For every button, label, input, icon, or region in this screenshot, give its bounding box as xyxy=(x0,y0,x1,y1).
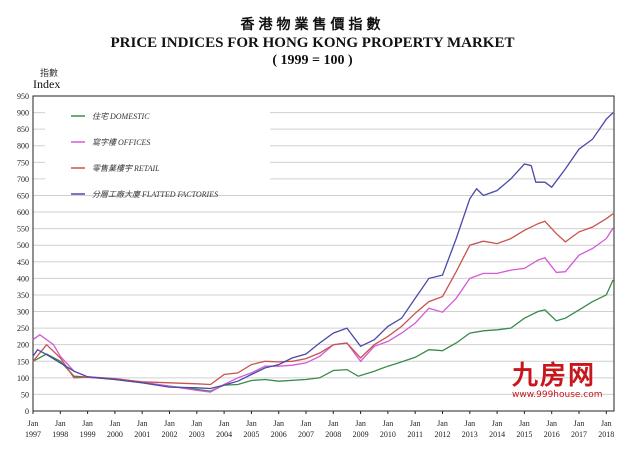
legend-label: 零售業樓宇 RETAIL xyxy=(92,164,160,173)
x-tick-prefix: Jan xyxy=(383,419,394,428)
x-tick-prefix: Jan xyxy=(355,419,366,428)
x-tick-label: 2006 xyxy=(271,430,287,439)
y-tick-label: 650 xyxy=(17,191,29,200)
y-tick-label: 50 xyxy=(21,390,29,399)
x-tick-label: 2000 xyxy=(107,430,123,439)
x-tick-label: 2009 xyxy=(353,430,369,439)
legend-label: 分層工廠大廈 FLATTED FACTORIES xyxy=(92,190,218,199)
y-tick-label: 500 xyxy=(17,241,29,250)
y-tick-label: 600 xyxy=(17,208,29,217)
plot-border xyxy=(32,95,615,412)
x-tick-prefix: Jan xyxy=(492,419,503,428)
x-tick-label: 2011 xyxy=(407,430,423,439)
x-tick-label: 1997 xyxy=(25,430,41,439)
x-tick-prefix: Jan xyxy=(519,419,530,428)
series-line-2 xyxy=(32,213,614,386)
y-tick-label: 900 xyxy=(17,109,29,118)
x-tick-label: 2004 xyxy=(216,430,232,439)
x-tick-prefix: Jan xyxy=(164,419,175,428)
x-tick-label: 1998 xyxy=(52,430,68,439)
x-tick-prefix: Jan xyxy=(437,419,448,428)
y-tick-label: 950 xyxy=(17,92,29,101)
chart-subtitle: ( 1999 = 100 ) xyxy=(272,53,353,68)
x-tick-label: 2005 xyxy=(243,430,259,439)
x-tick-prefix: Jan xyxy=(301,419,312,428)
chart-title-zh: 香港物業售價指數 xyxy=(240,18,385,33)
x-tick-label: 2013 xyxy=(462,430,478,439)
x-tick-label: 2017 xyxy=(571,430,587,439)
y-tick-label: 450 xyxy=(17,258,29,267)
y-tick-label: 100 xyxy=(17,374,29,383)
x-tick-prefix: Jan xyxy=(28,419,39,428)
watermark-url: www.999house.com xyxy=(512,390,603,400)
x-tick-prefix: Jan xyxy=(328,419,339,428)
x-tick-label: 2010 xyxy=(380,430,396,439)
watermark: 九房网 www.999house.com xyxy=(512,362,603,401)
y-tick-label: 300 xyxy=(17,308,29,317)
x-tick-prefix: Jan xyxy=(464,419,475,428)
y-tick-label: 0 xyxy=(25,407,29,416)
x-tick-label: 2002 xyxy=(162,430,178,439)
x-tick-label: 2003 xyxy=(189,430,205,439)
series-line-3 xyxy=(32,112,614,390)
x-tick-label: 2018 xyxy=(598,430,614,439)
x-tick-label: 2012 xyxy=(435,430,451,439)
x-tick-prefix: Jan xyxy=(273,419,284,428)
y-tick-label: 800 xyxy=(17,142,29,151)
x-tick-label: 2001 xyxy=(134,430,150,439)
y-axis-label-zh: 指數 xyxy=(40,68,59,78)
x-tick-label: 2015 xyxy=(516,430,532,439)
x-tick-label: 1999 xyxy=(80,430,96,439)
x-tick-prefix: Jan xyxy=(246,419,257,428)
y-tick-label: 150 xyxy=(17,357,29,366)
y-tick-label: 700 xyxy=(17,175,29,184)
x-tick-prefix: Jan xyxy=(410,419,421,428)
x-tick-prefix: Jan xyxy=(191,419,202,428)
x-tick-prefix: Jan xyxy=(137,419,148,428)
legend-label: 住宅 DOMESTIC xyxy=(92,112,150,121)
x-tick-prefix: Jan xyxy=(55,419,66,428)
watermark-logo: 九房网 xyxy=(512,361,597,391)
y-tick-label: 850 xyxy=(17,125,29,134)
x-tick-prefix: Jan xyxy=(574,419,585,428)
x-tick-label: 2014 xyxy=(489,430,505,439)
y-tick-label: 550 xyxy=(17,225,29,234)
legend-box xyxy=(45,100,270,188)
x-tick-label: 2008 xyxy=(325,430,341,439)
y-tick-label: 250 xyxy=(17,324,29,333)
x-tick-label: 2007 xyxy=(298,430,314,439)
x-tick-label: 2016 xyxy=(544,430,560,439)
x-tick-prefix: Jan xyxy=(601,419,612,428)
y-tick-label: 400 xyxy=(17,274,29,283)
y-tick-label: 200 xyxy=(17,341,29,350)
x-tick-prefix: Jan xyxy=(82,419,93,428)
y-axis-label: Index xyxy=(33,77,61,91)
x-tick-prefix: Jan xyxy=(110,419,121,428)
chart-title: PRICE INDICES FOR HONG KONG PROPERTY MAR… xyxy=(110,35,515,51)
x-tick-prefix: Jan xyxy=(546,419,557,428)
y-tick-label: 750 xyxy=(17,158,29,167)
y-tick-label: 350 xyxy=(17,291,29,300)
x-tick-prefix: Jan xyxy=(219,419,230,428)
legend-label: 寫字樓 OFFICES xyxy=(92,138,150,147)
